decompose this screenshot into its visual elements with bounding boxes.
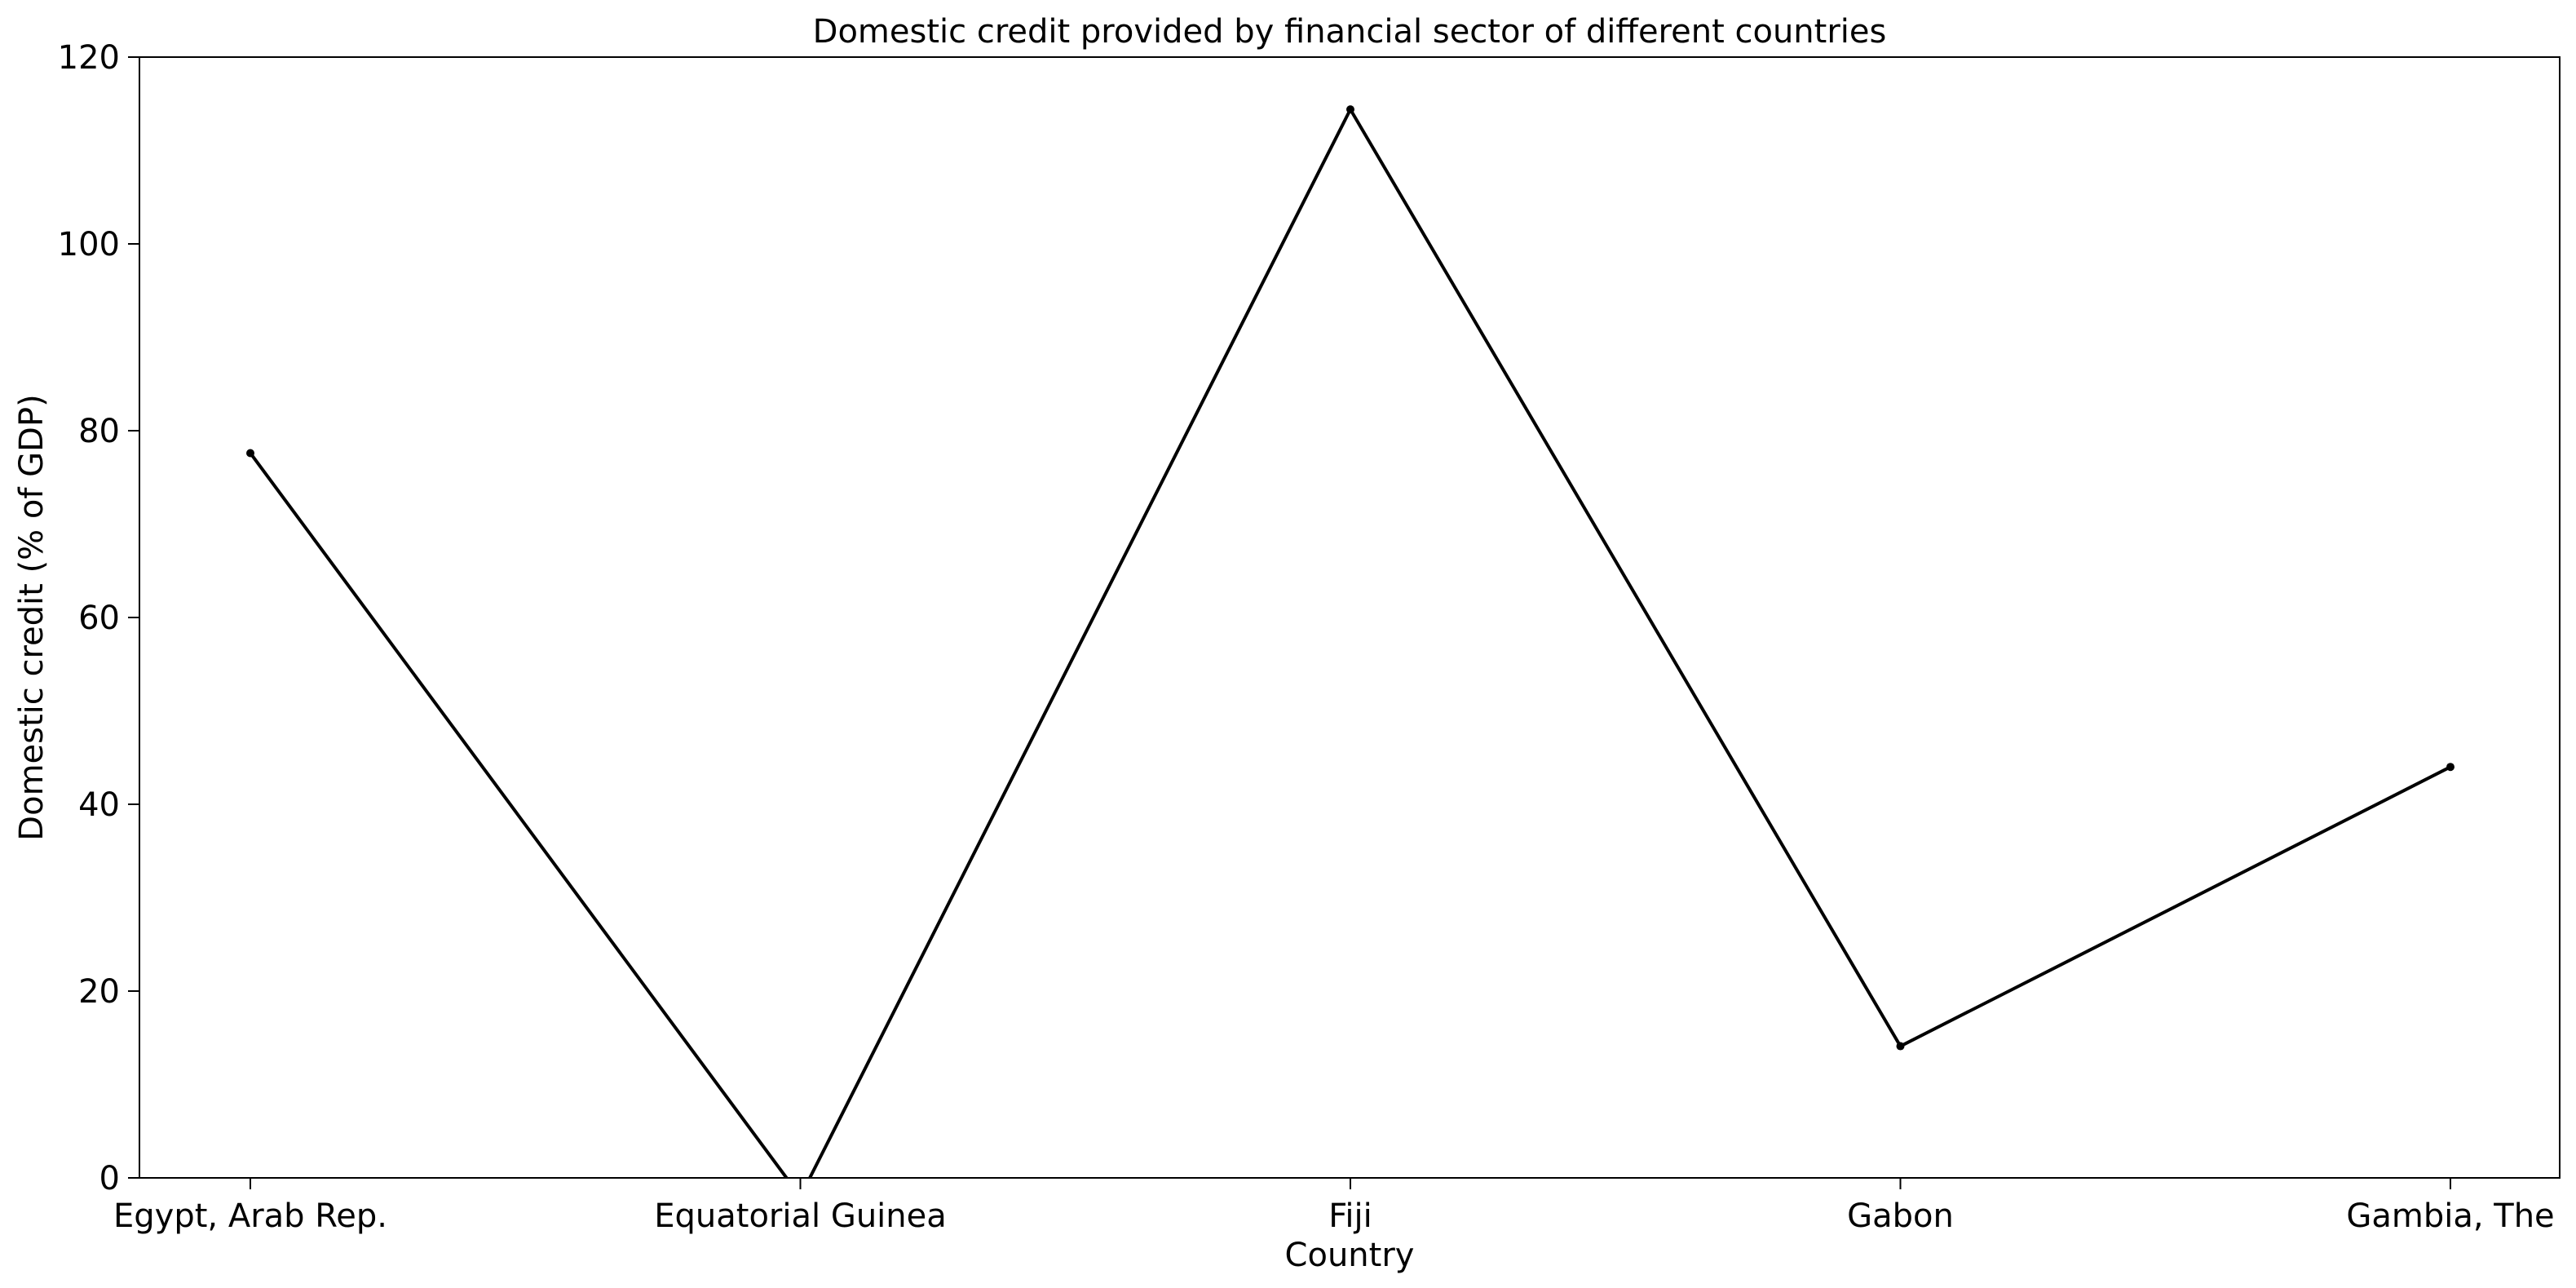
series-group — [246, 105, 2454, 1178]
x-tick-label: Egypt, Arab Rep. — [113, 1197, 387, 1235]
x-tick-label: Gabon — [1847, 1197, 1954, 1235]
data-point — [246, 449, 254, 458]
y-tick-label: 20 — [78, 973, 120, 1011]
data-point — [2446, 763, 2454, 772]
x-tick-label: Equatorial Guinea — [654, 1197, 947, 1235]
data-point — [1346, 105, 1354, 114]
x-axis-ticks: Egypt, Arab Rep. Equatorial Guinea Fiji Gab… — [113, 1178, 2555, 1235]
y-tick-label: 0 — [99, 1160, 120, 1197]
y-axis-ticks: 0 20 40 60 80 100 120 — [58, 39, 139, 1197]
data-point — [1896, 1042, 1905, 1051]
plot-area-frame — [139, 56, 2561, 1179]
chart-title: Domestic credit provided by financial se… — [813, 13, 1887, 51]
x-axis-label: Country — [1285, 1237, 1415, 1274]
series-line — [249, 105, 2451, 1178]
y-tick-label: 100 — [58, 226, 120, 263]
y-tick-label: 80 — [78, 413, 120, 450]
x-tick-label: Fiji — [1328, 1197, 1372, 1235]
y-tick-label: 120 — [58, 39, 120, 77]
y-tick-label: 40 — [78, 786, 120, 824]
y-tick-label: 60 — [78, 600, 120, 637]
y-axis-label: Domestic credit (% of GDP) — [13, 394, 51, 840]
x-tick-label: Gambia, The — [2346, 1197, 2554, 1235]
